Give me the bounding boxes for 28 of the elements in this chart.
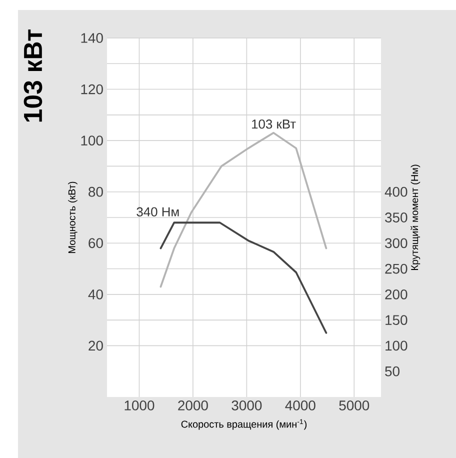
y-tick-label: 120 bbox=[81, 84, 103, 94]
x-tick-label: 4000 bbox=[285, 400, 316, 410]
x-tick-label: 1000 bbox=[124, 400, 154, 410]
y2-tick-label: 50 bbox=[385, 366, 400, 376]
y2-tick-label: 400 bbox=[384, 186, 408, 197]
annotation: 103 кВт bbox=[252, 120, 296, 129]
x-axis-title: Скорость вращения (мин$^{-1}$) bbox=[181, 419, 307, 430]
y2-tick-label: 200 bbox=[385, 289, 408, 300]
y2-tick-label: 350 bbox=[385, 212, 408, 222]
y2-tick-label: 150 bbox=[386, 315, 408, 326]
x-tick-label: 2000 bbox=[178, 400, 208, 410]
annotation: 340 Нм bbox=[136, 207, 179, 216]
y2-tick-label: 100 bbox=[386, 340, 408, 351]
line-series bbox=[160, 132, 328, 288]
line-series bbox=[160, 222, 328, 334]
y-tick-label: 20 bbox=[88, 340, 103, 351]
text: 103 кВт bbox=[24, 30, 42, 122]
y-tick-label: 60 bbox=[88, 238, 103, 248]
y2-tick-label: 300 bbox=[385, 238, 408, 248]
y2-tick-label: 250 bbox=[385, 264, 408, 274]
y-tick-label: 100 bbox=[81, 136, 103, 146]
y-tick-label: 80 bbox=[88, 186, 103, 197]
y-axis-title: Мощность (кВт) bbox=[68, 182, 78, 253]
y-tick-label: 140 bbox=[81, 33, 103, 43]
x-tick-label: 5000 bbox=[339, 400, 370, 410]
y2-axis-title: Крутящий момент (Нм) bbox=[410, 164, 420, 270]
y-tick-label: 40 bbox=[88, 289, 103, 300]
x-tick-label: 3000 bbox=[232, 400, 262, 410]
